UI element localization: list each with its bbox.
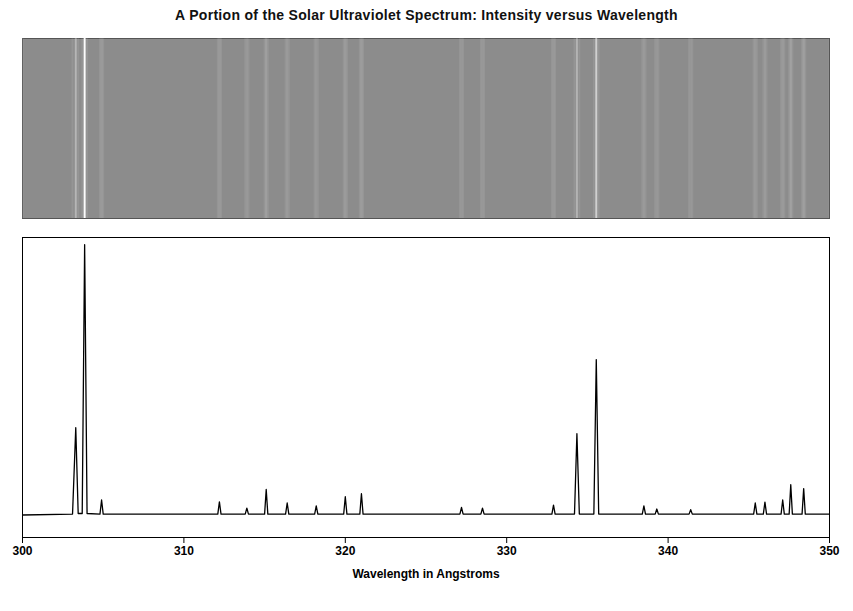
svg-text:310: 310 (174, 544, 194, 558)
svg-text:330: 330 (497, 544, 517, 558)
svg-text:Wavelength in Angstroms: Wavelength in Angstroms (352, 567, 499, 581)
html-text:A Portion of the Solar Ultravi: A Portion of the Solar Ultraviolet Spect… (175, 7, 678, 23)
svg-text:300: 300 (12, 544, 32, 558)
svg-text:320: 320 (335, 544, 355, 558)
svg-text:350: 350 (819, 544, 839, 558)
svg-text:340: 340 (658, 544, 678, 558)
